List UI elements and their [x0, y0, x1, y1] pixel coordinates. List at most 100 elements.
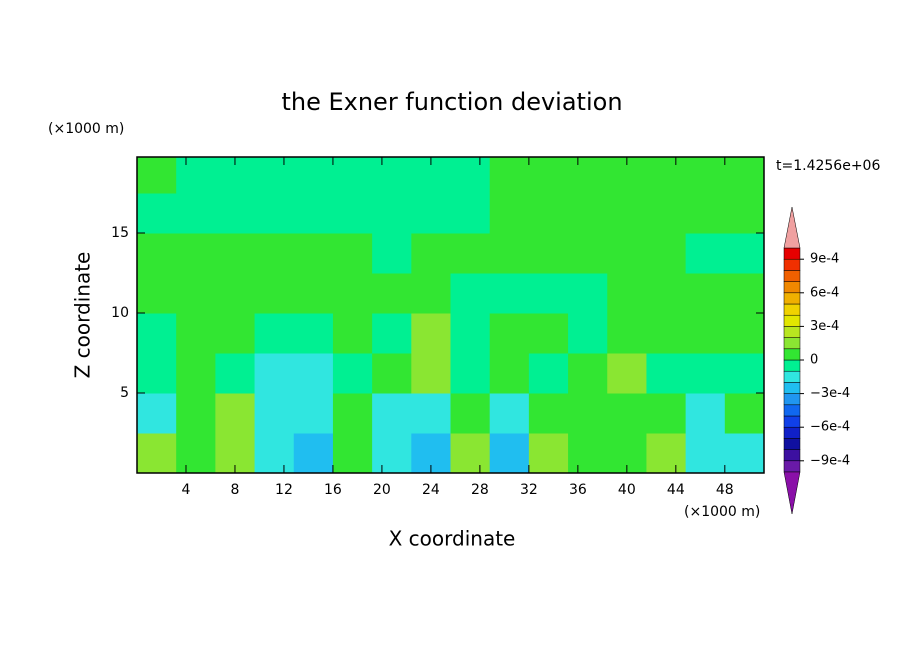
colorbar-box	[783, 303, 801, 316]
cell	[528, 313, 569, 354]
cell	[372, 393, 412, 434]
cell	[489, 353, 530, 394]
cell	[646, 273, 687, 314]
x-tick-label: 4	[182, 482, 191, 498]
cell	[372, 353, 412, 394]
cell	[411, 313, 451, 354]
cell	[528, 433, 569, 473]
cell	[450, 273, 491, 314]
x-tick-label: 40	[618, 482, 636, 498]
cell	[646, 157, 687, 194]
cell	[372, 313, 412, 354]
cell	[489, 157, 530, 194]
cell	[568, 233, 608, 274]
colorbar-box	[783, 359, 801, 372]
cell	[215, 313, 256, 354]
colorbar-box	[783, 460, 801, 473]
field	[137, 157, 764, 473]
cell	[685, 157, 726, 194]
cell	[489, 193, 530, 234]
cell	[411, 393, 451, 434]
cell	[528, 353, 569, 394]
cell	[137, 157, 177, 194]
cell	[607, 233, 647, 274]
colorbar-tick-label: 9e-4	[810, 252, 839, 267]
cell	[646, 233, 687, 274]
cell	[450, 157, 491, 194]
colorbar-box	[783, 348, 801, 361]
cell	[332, 233, 373, 274]
colorbar-under	[783, 471, 801, 515]
colorbar-tick-label: −9e-4	[810, 453, 850, 468]
plot-frame	[136, 156, 765, 474]
x-tick-label: 32	[520, 482, 538, 498]
colorbar-box	[783, 449, 801, 462]
cell	[528, 157, 569, 194]
cell	[489, 313, 530, 354]
cell	[411, 273, 451, 314]
cell	[137, 273, 177, 314]
x-unit: (×1000 m)	[684, 504, 760, 520]
cell	[372, 193, 412, 234]
cell	[293, 433, 334, 473]
cell	[724, 273, 764, 314]
colorbar-box	[783, 337, 801, 350]
cell	[646, 313, 687, 354]
cell	[176, 393, 216, 434]
y-axis-label: Z coordinate	[71, 252, 95, 379]
cell	[293, 233, 334, 274]
cell	[724, 353, 764, 394]
cell	[137, 353, 177, 394]
cell	[293, 353, 334, 394]
cell	[685, 273, 726, 314]
cell	[137, 193, 177, 234]
cell	[332, 157, 373, 194]
cell	[254, 233, 295, 274]
cell	[528, 193, 569, 234]
cell	[215, 273, 256, 314]
cell	[568, 313, 608, 354]
cell	[254, 433, 295, 473]
cell	[254, 393, 295, 434]
cell	[176, 233, 216, 274]
cell	[332, 273, 373, 314]
colorbar-tick-label: 6e-4	[810, 285, 839, 300]
chart-title: the Exner function deviation	[281, 88, 622, 116]
cell	[293, 157, 334, 194]
x-tick-label: 12	[275, 482, 293, 498]
cell	[724, 233, 764, 274]
cell	[411, 233, 451, 274]
cell	[450, 233, 491, 274]
cell	[724, 193, 764, 234]
cell	[254, 157, 295, 194]
cell	[332, 353, 373, 394]
cell	[215, 393, 256, 434]
cell	[176, 353, 216, 394]
cell	[450, 393, 491, 434]
cell	[646, 193, 687, 234]
cell	[685, 393, 726, 434]
cell	[450, 193, 491, 234]
cell	[176, 157, 216, 194]
cell	[607, 313, 647, 354]
cell	[646, 393, 687, 434]
cell	[137, 433, 177, 473]
colorbar-box	[783, 393, 801, 406]
x-tick-label: 24	[422, 482, 440, 498]
cell	[450, 433, 491, 473]
cell	[215, 193, 256, 234]
cell	[293, 313, 334, 354]
cell	[724, 313, 764, 354]
cell	[568, 157, 608, 194]
cell	[685, 433, 726, 473]
cell	[568, 193, 608, 234]
colorbar-over	[783, 206, 801, 249]
annotation: t=1.4256e+06	[776, 158, 880, 174]
x-tick-label: 28	[471, 482, 489, 498]
cell	[332, 393, 373, 434]
x-tick-label: 20	[373, 482, 391, 498]
cell	[332, 193, 373, 234]
cell	[372, 157, 412, 194]
cell	[568, 393, 608, 434]
